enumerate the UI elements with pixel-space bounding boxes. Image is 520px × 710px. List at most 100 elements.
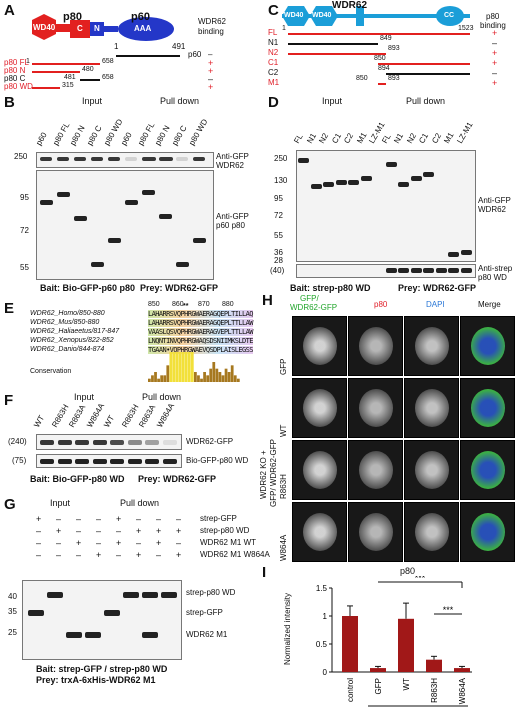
b-wdr62-band (125, 157, 137, 161)
g-right-label: strep-p80 WD (186, 588, 236, 597)
micrograph-cell (292, 378, 347, 438)
f-p80wd-band (40, 459, 54, 464)
c-row-name: M1 (268, 78, 280, 87)
micrograph-cell (292, 502, 347, 562)
a-binding-head-1: WDR62 (198, 17, 227, 26)
g-sign: + (176, 526, 182, 536)
c-row-name: FL (268, 28, 278, 37)
b-right-label: Anti-GFP (216, 212, 249, 221)
g-sign: + (156, 526, 162, 536)
micrograph-cell (404, 440, 459, 500)
c-domain-shape (70, 20, 90, 38)
micrograph-cell (348, 378, 403, 438)
b-mw-label: 55 (20, 263, 29, 272)
h-col-header: p80 (374, 300, 388, 309)
wd40-label: WD40 (33, 23, 56, 32)
micrograph-cell (460, 440, 515, 500)
micrograph-cell (404, 378, 459, 438)
f-p80wd-band (110, 459, 124, 464)
b-lane-label: p80 N (153, 124, 172, 147)
e-sequence: LAHARRSVQPHRGWAERAGQEPLTTLLAW (148, 319, 253, 327)
b-bait-band (125, 200, 138, 205)
f-lane-label: WT (102, 413, 117, 429)
f-blot-p80wd (36, 454, 182, 468)
d-prey-band (448, 252, 459, 257)
category-label: GFP (374, 678, 383, 694)
d-bait-label: Bait: strep-p80 WD (290, 283, 371, 293)
category-label: control (346, 678, 355, 702)
e-tick: 860 (172, 301, 184, 308)
d-prey-label: Prey: WDR62-GFP (398, 283, 477, 293)
g-sign: + (136, 526, 142, 536)
category-label: W864A (458, 677, 467, 704)
b-bait-band (57, 192, 70, 197)
b-bait-band (176, 262, 189, 267)
e-species-label: WDR62_Mus/850-880 (30, 319, 100, 326)
conservation-bar (190, 352, 194, 382)
g-gel-band (85, 632, 101, 638)
g-sign: – (36, 538, 42, 548)
g-gel (22, 580, 182, 660)
a-row-start: 1 (26, 58, 30, 65)
c-row-name: C1 (268, 58, 279, 67)
g-sign: + (116, 514, 122, 524)
conservation-bar (218, 372, 222, 382)
d-mw-label: 95 (274, 194, 283, 203)
b-lane-label: p60 (119, 130, 134, 147)
conservation-bar (209, 368, 213, 382)
aaa-domain-shape (118, 17, 174, 41)
g-prey-label: Prey: trxA-6xHis-WDR62 M1 (36, 675, 156, 685)
panel-label-b: B (4, 94, 15, 111)
p60-row-label: p60 (188, 50, 202, 59)
g-right-label: strep-GFP (186, 608, 223, 617)
b-mw-label: 72 (20, 226, 29, 235)
d-lane-label: N1 (304, 131, 318, 145)
micrograph-cell (348, 440, 403, 500)
aaa-label: AAA (134, 24, 152, 33)
d-mw-label: 36 (274, 248, 283, 257)
cell-body (471, 451, 505, 489)
g-sign: – (136, 514, 142, 524)
conservation-bar (227, 372, 231, 382)
conservation-bar (200, 378, 203, 382)
d-pulldown-header: Pull down (406, 96, 446, 106)
conservation-bar (154, 372, 157, 382)
g-sign: + (36, 514, 42, 524)
g-sign: + (96, 550, 102, 560)
b-wdr62-band (193, 157, 205, 161)
f-wdr62-band (92, 440, 107, 445)
g-sign: – (76, 550, 82, 560)
d-right-label: WDR62 (478, 205, 507, 214)
a-row-end: 658 (102, 74, 114, 81)
d-right-label: Anti-GFP (478, 196, 511, 205)
h-col-header: WDR62-GFP (290, 303, 338, 312)
a-row-binding: + (208, 66, 214, 76)
f-lane-label: WT (32, 413, 47, 429)
b-blot-wdr62 (36, 152, 214, 168)
g-right-label: WDR62 M1 (186, 630, 228, 639)
g-sign: + (116, 538, 122, 548)
conservation-bar (230, 365, 234, 382)
b-right-label: WDR62 (216, 161, 245, 170)
conservation-bar (169, 352, 173, 382)
d-lane-label: M1 (442, 130, 456, 145)
g-sign: + (176, 550, 182, 560)
c-row-end: 1523 (458, 25, 474, 32)
lz-block-shape (356, 6, 364, 26)
d-lane-label: N2 (404, 131, 418, 145)
y-tick-label: 0.5 (316, 640, 328, 649)
conservation-bar (233, 375, 237, 382)
g-row-label: strep-p80 WD (200, 526, 250, 535)
p80-intensity-chart: 00.511.5controlGFPWTR863HW864A******WDR6… (316, 576, 472, 710)
wd40-domain-shape (32, 14, 56, 40)
g-sign: – (176, 514, 182, 524)
h-side-label: GFP/ WDR62-GFP (269, 438, 278, 507)
d-prey-band (310, 184, 322, 189)
d-prey-band (385, 162, 397, 167)
g-sign: – (36, 526, 42, 536)
c-row-name: N1 (268, 38, 279, 47)
c-row-binding: – (492, 68, 498, 78)
b-wdr62-band (142, 157, 156, 161)
d-lane-label: N1 (392, 131, 406, 145)
f-blot-wdr62 (36, 434, 182, 450)
